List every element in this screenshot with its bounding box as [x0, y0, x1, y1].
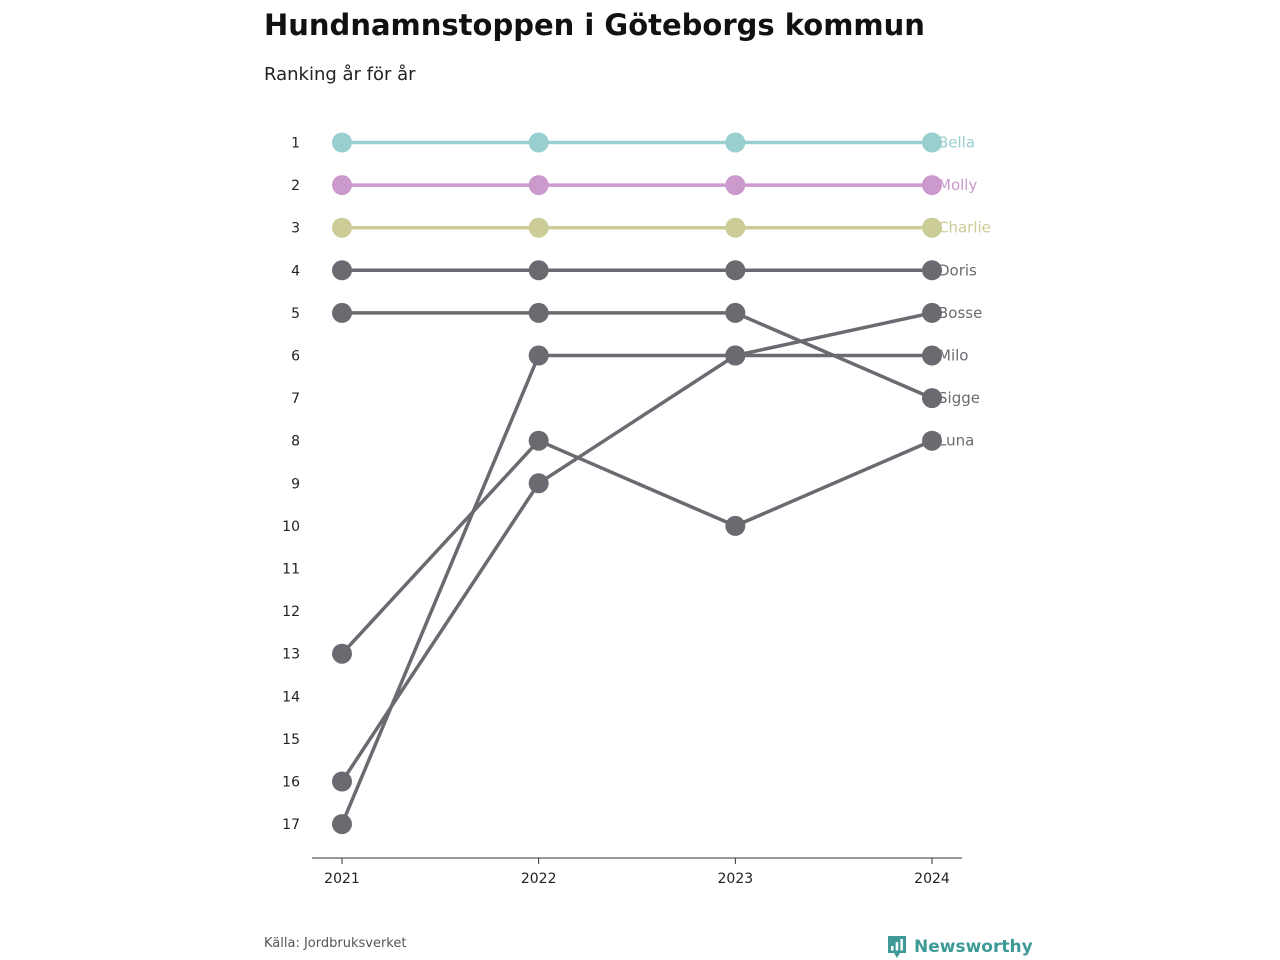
x-tick-label: 2023	[718, 871, 754, 887]
data-point	[922, 345, 942, 366]
x-tick-label: 2024	[914, 871, 950, 887]
y-tick-label: 14	[282, 689, 300, 705]
data-point	[528, 302, 549, 323]
series-line	[340, 438, 934, 656]
y-tick-label: 6	[291, 349, 300, 365]
x-axis: 2021 2022 2023 2024	[312, 857, 962, 887]
y-tick-label: 2	[291, 178, 300, 194]
bar-chart-pin-icon	[888, 936, 906, 958]
data-point	[725, 175, 746, 196]
data-point	[725, 345, 746, 366]
data-point	[332, 132, 352, 153]
data-point	[922, 388, 942, 409]
y-tick-label: 12	[282, 604, 300, 620]
y-tick-label: 11	[282, 562, 300, 578]
x-tick-label: 2021	[324, 871, 360, 887]
y-tick-label: 4	[291, 263, 300, 279]
data-point	[922, 260, 942, 281]
data-point	[332, 175, 352, 196]
data-point	[725, 515, 746, 536]
series-label: Milo	[938, 347, 968, 365]
data-point	[332, 643, 352, 664]
data-point	[922, 302, 942, 323]
brand-name: Newsworthy	[914, 937, 1033, 957]
chart-title: Hundnamnstoppen i Göteborgs kommun	[264, 8, 925, 42]
data-point	[725, 260, 746, 281]
series-label: Luna	[938, 432, 974, 450]
data-point	[922, 217, 942, 238]
data-point	[332, 260, 352, 281]
data-point	[332, 771, 352, 792]
y-tick-label: 15	[282, 732, 300, 748]
chart-subtitle: Ranking år för år	[264, 64, 416, 85]
y-tick-label: 10	[282, 519, 300, 535]
series-points	[332, 132, 942, 835]
y-tick-label: 9	[291, 476, 300, 492]
y-tick-label: 17	[282, 817, 300, 833]
series-label: Sigge	[938, 389, 980, 407]
data-point	[725, 217, 746, 238]
y-tick-label: 1	[291, 136, 300, 152]
data-point	[725, 132, 746, 153]
data-point	[528, 345, 549, 366]
y-tick-label: 3	[291, 221, 300, 237]
source-note: Källa: Jordbruksverket	[264, 936, 407, 951]
y-tick-label: 16	[282, 775, 300, 791]
data-point	[922, 175, 942, 196]
data-point	[528, 217, 549, 238]
series-labels: Bella Molly Charlie Doris Bosse Milo Sigge Luna	[938, 134, 991, 450]
data-point	[332, 217, 352, 238]
y-tick-label: 8	[291, 434, 300, 450]
series-line	[340, 311, 934, 784]
series-lines	[340, 140, 934, 826]
series-label: Doris	[938, 261, 977, 279]
series-label: Molly	[938, 176, 977, 194]
data-point	[922, 132, 942, 153]
data-point	[528, 175, 549, 196]
data-point	[528, 473, 549, 494]
data-point	[922, 430, 942, 451]
x-tick-label: 2022	[521, 871, 557, 887]
y-tick-label: 5	[291, 306, 300, 322]
y-tick-label: 13	[282, 647, 300, 663]
data-point	[332, 814, 352, 835]
y-tick-label: 7	[291, 391, 300, 407]
series-line	[340, 353, 934, 826]
data-point	[528, 430, 549, 451]
series-label: Bosse	[938, 304, 982, 322]
brand-logo: Newsworthy	[886, 934, 1033, 960]
data-point	[725, 302, 746, 323]
data-point	[528, 132, 549, 153]
data-point	[528, 260, 549, 281]
series-label: Charlie	[938, 219, 991, 237]
data-point	[332, 302, 352, 323]
series-label: Bella	[938, 134, 975, 152]
